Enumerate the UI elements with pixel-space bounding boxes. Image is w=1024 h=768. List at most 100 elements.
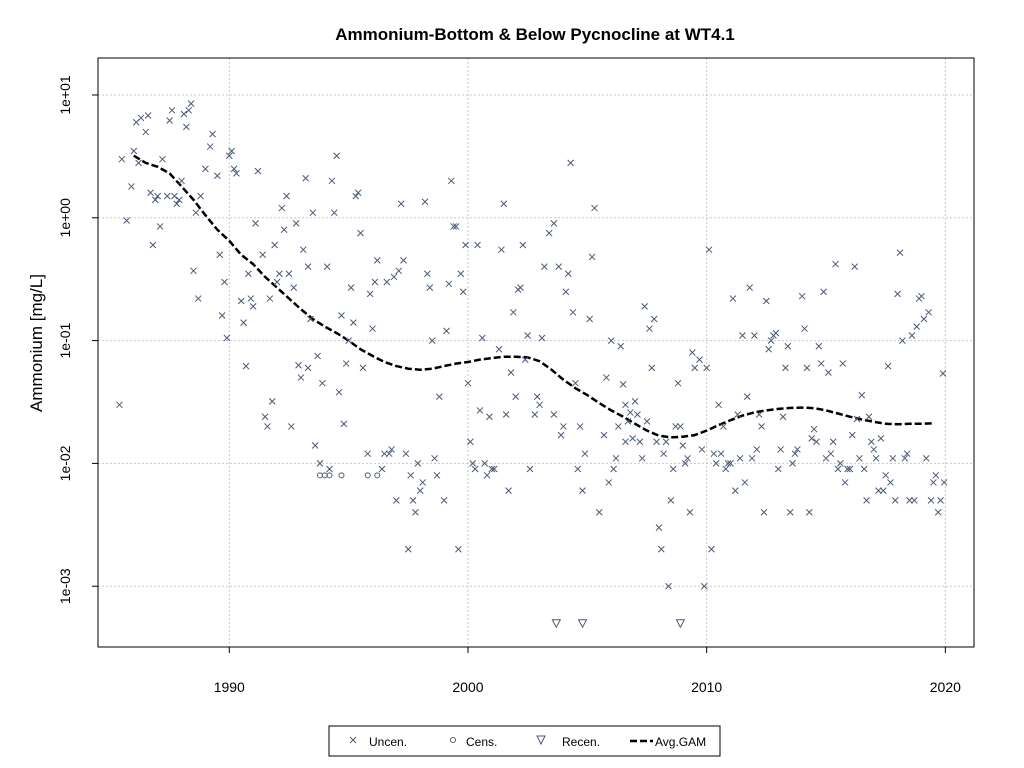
uncen-point [194, 295, 202, 302]
uncen-point [397, 200, 405, 208]
y-tick-label: 1e+01 [57, 75, 73, 115]
x-tick-label: 2020 [930, 679, 961, 695]
uncen-point [703, 364, 711, 372]
uncen-point [400, 257, 407, 264]
uncen-point [848, 431, 856, 439]
uncen-point [626, 409, 634, 416]
uncen-point [268, 398, 276, 405]
uncen-point [467, 438, 474, 446]
uncen-point [307, 315, 314, 323]
uncen-point [875, 487, 882, 495]
uncen-point [502, 411, 510, 418]
uncen-point [784, 342, 792, 350]
uncen-point [636, 438, 644, 446]
uncen-point [197, 192, 204, 200]
uncen-point [173, 200, 181, 208]
uncen-point [588, 253, 596, 261]
uncen-point [894, 290, 901, 298]
cens-point [338, 472, 345, 479]
uncen-point [206, 143, 214, 150]
uncen-point [213, 172, 221, 180]
uncen-point [505, 487, 512, 495]
uncen-point [832, 260, 839, 268]
uncen-point [412, 508, 419, 516]
uncen-point [340, 420, 348, 428]
uncen-point [273, 278, 281, 286]
uncen-point [285, 270, 293, 278]
uncen-point [846, 465, 854, 473]
uncen-point [309, 209, 317, 217]
uncen-point [538, 334, 546, 342]
uncen-point [643, 418, 651, 425]
uncen-point [254, 167, 262, 175]
uncen-point [541, 263, 548, 271]
uncen-point [789, 460, 796, 467]
uncen-point [486, 413, 493, 421]
cens-point [364, 472, 371, 479]
uncen-point [722, 465, 730, 473]
uncen-point [603, 374, 610, 381]
uncen-point [612, 454, 620, 462]
uncen-point [860, 465, 868, 473]
uncen-point [815, 342, 823, 350]
uncen-point [937, 497, 944, 504]
uncen-point [839, 360, 847, 367]
legend-cens-label: Cens. [466, 735, 497, 749]
uncen-point [751, 332, 758, 339]
uncen-point [810, 425, 818, 433]
uncen-point [264, 423, 271, 430]
uncen-point [536, 401, 543, 409]
uncen-point [249, 303, 257, 310]
uncen-point [290, 284, 298, 291]
uncen-point [144, 112, 152, 119]
uncen-point [118, 155, 126, 163]
uncen-point [734, 411, 742, 418]
uncen-point [762, 297, 770, 305]
uncen-point [708, 545, 715, 553]
uncen-point [660, 450, 668, 458]
uncen-point [347, 284, 355, 291]
uncen-point [295, 361, 302, 369]
uncen-point [872, 454, 880, 462]
uncen-point [190, 267, 197, 275]
uncen-point [474, 241, 481, 249]
uncen-point [891, 497, 899, 504]
uncen-point [507, 369, 515, 376]
uncen-point [354, 189, 362, 197]
x-tick-label: 2010 [691, 679, 722, 695]
uncen-point [574, 465, 582, 473]
uncen-point [137, 114, 145, 122]
uncen-point [729, 295, 737, 302]
uncen-point [622, 401, 629, 409]
uncen-point [414, 460, 422, 467]
uncen-point [879, 487, 887, 495]
uncen-point [865, 413, 873, 421]
uncen-point [550, 220, 558, 227]
uncen-point [930, 479, 937, 486]
uncen-point [550, 411, 558, 418]
uncen-point [667, 497, 675, 504]
uncen-point [216, 251, 224, 259]
uncen-point [634, 411, 641, 418]
uncen-point [166, 117, 173, 124]
uncen-point [223, 334, 231, 342]
uncen-point [572, 379, 579, 387]
legend-cens-marker [450, 737, 456, 743]
uncen-point [579, 487, 586, 495]
uncen-point [705, 246, 713, 254]
uncen-point [490, 465, 498, 473]
uncen-point [688, 349, 696, 356]
uncen-point [896, 249, 904, 257]
uncen-point [562, 288, 570, 296]
uncen-point [237, 297, 245, 305]
uncen-point [178, 177, 185, 185]
uncen-point [440, 497, 448, 504]
uncen-point [600, 431, 608, 439]
uncen-point [278, 204, 286, 212]
uncen-point [314, 352, 321, 360]
x-tick-label: 1990 [214, 679, 245, 695]
uncen-point [743, 393, 751, 400]
uncen-point [569, 308, 577, 316]
uncen-point [567, 159, 574, 167]
uncen-point [175, 196, 183, 204]
